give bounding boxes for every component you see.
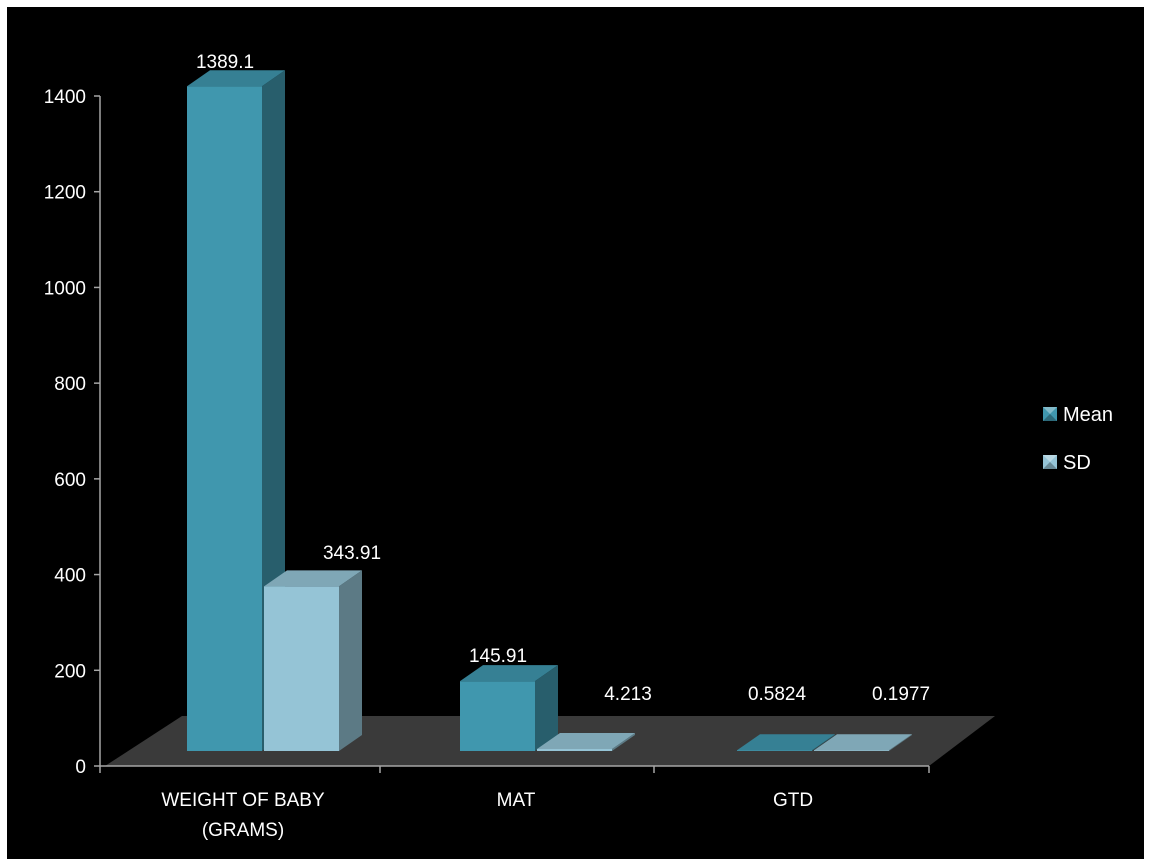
y-tick-label: 1200 <box>44 183 86 204</box>
bar-top-face <box>460 665 558 682</box>
x-category-label: (GRAMS) <box>202 820 284 841</box>
legend-swatch-shade <box>1043 414 1057 421</box>
bar-front-face <box>187 86 262 751</box>
bar-chart: 0 200 400 600 800 1000 1200 1400 WEIGHT OF BABY (… <box>44 52 1113 841</box>
y-tick-label: 800 <box>54 374 86 395</box>
bar-front-face <box>264 586 339 751</box>
bar-mean-2 <box>737 734 835 751</box>
bar-top-face <box>264 570 362 587</box>
bar-top-face <box>814 734 912 751</box>
bar-mean-0 <box>187 70 285 751</box>
bar-side-face <box>535 665 558 751</box>
data-labels: 1389.1 145.91 0.5824 343.91 4.213 0.1977 <box>196 52 930 705</box>
data-label-sd: 343.91 <box>323 543 381 564</box>
bars <box>187 70 912 751</box>
y-tick-label: 1400 <box>44 87 86 108</box>
data-label-sd: 0.1977 <box>872 684 930 705</box>
x-category-label: GTD <box>773 790 813 811</box>
legend-swatch-sd <box>1043 455 1057 469</box>
bar-sd-1 <box>537 732 635 751</box>
legend-label-mean: Mean <box>1063 404 1113 426</box>
legend-swatch-shade <box>1043 462 1057 469</box>
y-tick-label: 200 <box>54 661 86 682</box>
bar-top-face <box>187 70 285 87</box>
bar-top-face <box>537 732 635 749</box>
data-label-sd: 4.213 <box>604 684 652 705</box>
y-tick-label: 600 <box>54 470 86 491</box>
bar-sd-2 <box>814 734 912 751</box>
bar-side-face <box>612 732 635 751</box>
legend-swatch-mean <box>1043 407 1057 421</box>
bar-side-face <box>812 734 835 751</box>
bar-sd-0 <box>264 570 362 751</box>
x-category-label: WEIGHT OF BABY <box>161 790 325 811</box>
legend-swatch-highlight <box>1043 455 1057 462</box>
legend-label-sd: SD <box>1063 452 1091 474</box>
bar-front-face <box>460 681 535 751</box>
data-label-mean: 145.91 <box>469 646 527 667</box>
bar-top-face <box>737 734 835 751</box>
legend-swatch-highlight <box>1043 407 1057 414</box>
axes: 0 200 400 600 800 1000 1200 1400 WEIGHT OF BABY (… <box>44 87 930 841</box>
bar-front-face <box>814 750 889 751</box>
bar-mean-1 <box>460 665 558 751</box>
bar-side-face <box>339 570 362 751</box>
y-tick-label: 0 <box>75 757 86 778</box>
x-category-label: MAT <box>497 790 536 811</box>
data-label-mean: 0.5824 <box>748 684 807 705</box>
bar-front-face <box>737 750 812 751</box>
data-label-mean: 1389.1 <box>196 52 254 73</box>
bar-side-face <box>889 734 912 751</box>
chart-area: 0 200 400 600 800 1000 1200 1400 WEIGHT OF BABY (… <box>7 7 1144 859</box>
y-tick-label: 1000 <box>44 278 86 299</box>
bar-front-face <box>537 748 612 751</box>
legend: Mean SD <box>1043 404 1113 474</box>
y-tick-label: 400 <box>54 566 86 587</box>
